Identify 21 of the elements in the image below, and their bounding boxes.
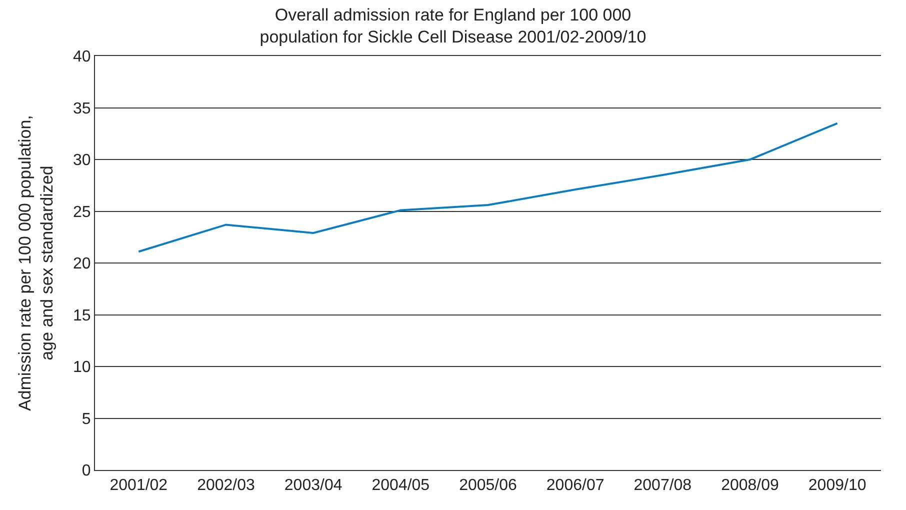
y-axis-title: Admission rate per 100 000 population, age and sex standardized: [15, 115, 57, 411]
x-tick-label: 2004/05: [372, 477, 430, 494]
y-tick-label: 0: [82, 462, 91, 480]
x-tick-label: 2002/03: [197, 477, 256, 494]
y-tick-label: 25: [73, 204, 91, 221]
y-tick-label: 10: [73, 359, 91, 376]
y-tick-label: 5: [82, 410, 91, 428]
x-tick-label: 2001/02: [110, 477, 168, 494]
x-tick-label: 2007/08: [634, 477, 692, 494]
x-tick-label: 2003/04: [284, 477, 342, 494]
x-tick-label: 2006/07: [546, 477, 604, 494]
y-tick-label: 30: [73, 152, 91, 170]
y-tick-label: 20: [73, 256, 91, 273]
y-tick-label: 15: [73, 307, 91, 324]
y-tick-label: 40: [73, 48, 91, 66]
x-tick-label: 2009/10: [808, 477, 866, 494]
chart-title: Overall admission rate for England per 100 000 population for Sickle Cell Disease 2001/02-2009/10: [260, 5, 646, 46]
line-series: [138, 122, 838, 253]
x-tick-label: 2005/06: [459, 477, 518, 494]
x-tick-label: 2008/09: [721, 477, 780, 494]
y-tick-label: 35: [73, 100, 91, 118]
